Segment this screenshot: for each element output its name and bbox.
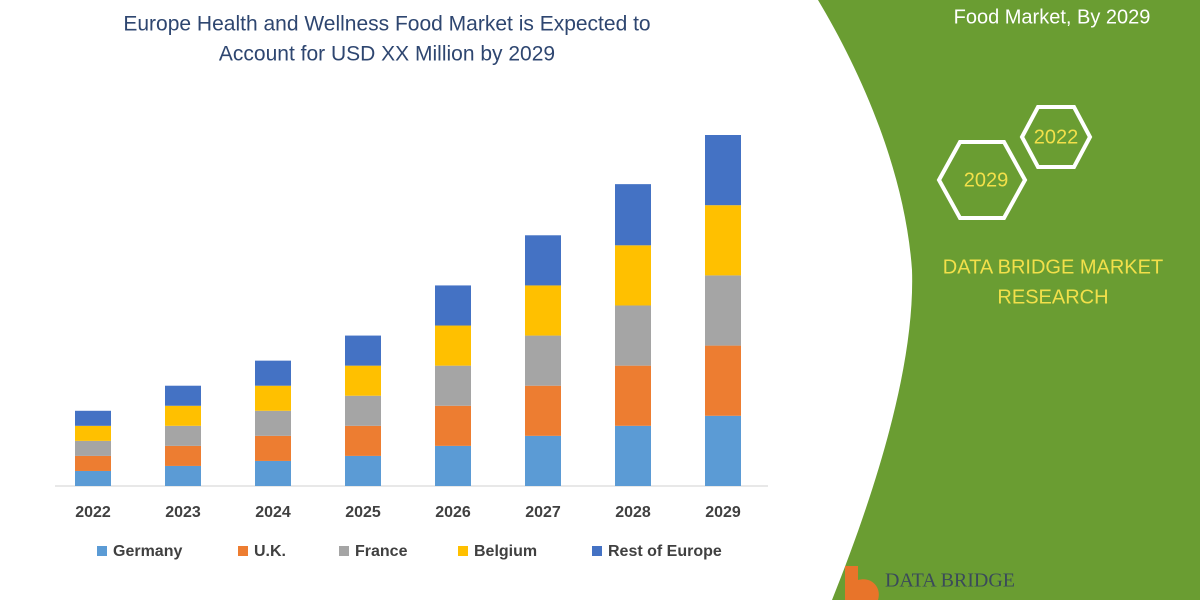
bar-segment bbox=[525, 285, 561, 336]
bar-segment bbox=[165, 425, 201, 446]
bar-segment bbox=[255, 410, 291, 436]
x-tick-label: 2029 bbox=[705, 504, 741, 521]
bar-segment bbox=[345, 425, 381, 456]
bar-segment bbox=[165, 385, 201, 406]
bar-segment bbox=[75, 425, 111, 441]
bar-segment bbox=[705, 415, 741, 486]
legend-swatch bbox=[97, 546, 107, 556]
bar-segment bbox=[435, 405, 471, 446]
bar-segment bbox=[615, 425, 651, 486]
bar-segment bbox=[75, 455, 111, 471]
bar-segment bbox=[525, 385, 561, 436]
legend-swatch bbox=[592, 546, 602, 556]
bar-segment bbox=[255, 360, 291, 386]
bar-segment bbox=[435, 325, 471, 366]
bar-segment bbox=[255, 460, 291, 486]
bar-segment bbox=[615, 184, 651, 246]
bar-segment bbox=[525, 435, 561, 486]
bar-segment bbox=[75, 470, 111, 486]
brand-text: RESEARCH bbox=[997, 286, 1108, 308]
bar-segment bbox=[705, 135, 741, 206]
bar-segment bbox=[75, 440, 111, 456]
panel-heading: Food Market, By 2029 bbox=[954, 6, 1151, 28]
hexagon-label: 2022 bbox=[1034, 126, 1079, 148]
logo-mark bbox=[845, 566, 879, 600]
bar-segment bbox=[705, 275, 741, 346]
hexagon bbox=[936, 140, 1028, 220]
legend-swatch bbox=[458, 546, 468, 556]
bar-segment bbox=[345, 365, 381, 396]
side-panel bbox=[818, 0, 1200, 600]
bar-segment bbox=[165, 445, 201, 466]
bar-segment bbox=[705, 205, 741, 276]
x-tick-label: 2025 bbox=[345, 504, 381, 521]
bar-segment bbox=[75, 410, 111, 426]
bar-segment bbox=[615, 305, 651, 366]
bar-segment bbox=[615, 365, 651, 426]
chart-title: Account for USD XX Million by 2029 bbox=[219, 43, 555, 66]
x-tick-label: 2023 bbox=[165, 504, 201, 521]
brand-text: DATA BRIDGE MARKET bbox=[943, 256, 1163, 278]
bar-segment bbox=[345, 455, 381, 486]
chart-title: Europe Health and Wellness Food Market i… bbox=[123, 13, 650, 36]
bar-segment bbox=[345, 335, 381, 366]
bar-segment bbox=[165, 465, 201, 486]
bar-segment bbox=[615, 245, 651, 306]
legend-swatch bbox=[339, 546, 349, 556]
x-tick-label: 2027 bbox=[525, 504, 561, 521]
x-tick-label: 2022 bbox=[75, 504, 111, 521]
bar-segment bbox=[165, 405, 201, 426]
legend-label: France bbox=[355, 543, 408, 560]
x-tick-label: 2028 bbox=[615, 504, 651, 521]
x-tick-label: 2026 bbox=[435, 504, 471, 521]
hexagon bbox=[1019, 105, 1093, 169]
bar-segment bbox=[435, 445, 471, 486]
bar-segment bbox=[435, 365, 471, 406]
hexagon-label: 2029 bbox=[964, 169, 1009, 191]
bar-segment bbox=[525, 335, 561, 386]
bar-segment bbox=[435, 285, 471, 326]
bar-segment bbox=[255, 385, 291, 411]
bar-segment bbox=[345, 395, 381, 426]
legend-label: U.K. bbox=[254, 543, 286, 560]
logo-text: DATA BRIDGE bbox=[885, 570, 1015, 592]
legend-label: Belgium bbox=[474, 543, 537, 560]
legend-swatch bbox=[238, 546, 248, 556]
x-tick-label: 2024 bbox=[255, 504, 291, 521]
bar-segment bbox=[705, 345, 741, 416]
legend-label: Rest of Europe bbox=[608, 543, 722, 560]
bar-segment bbox=[255, 435, 291, 461]
legend-label: Germany bbox=[113, 543, 182, 560]
bar-segment bbox=[525, 235, 561, 286]
